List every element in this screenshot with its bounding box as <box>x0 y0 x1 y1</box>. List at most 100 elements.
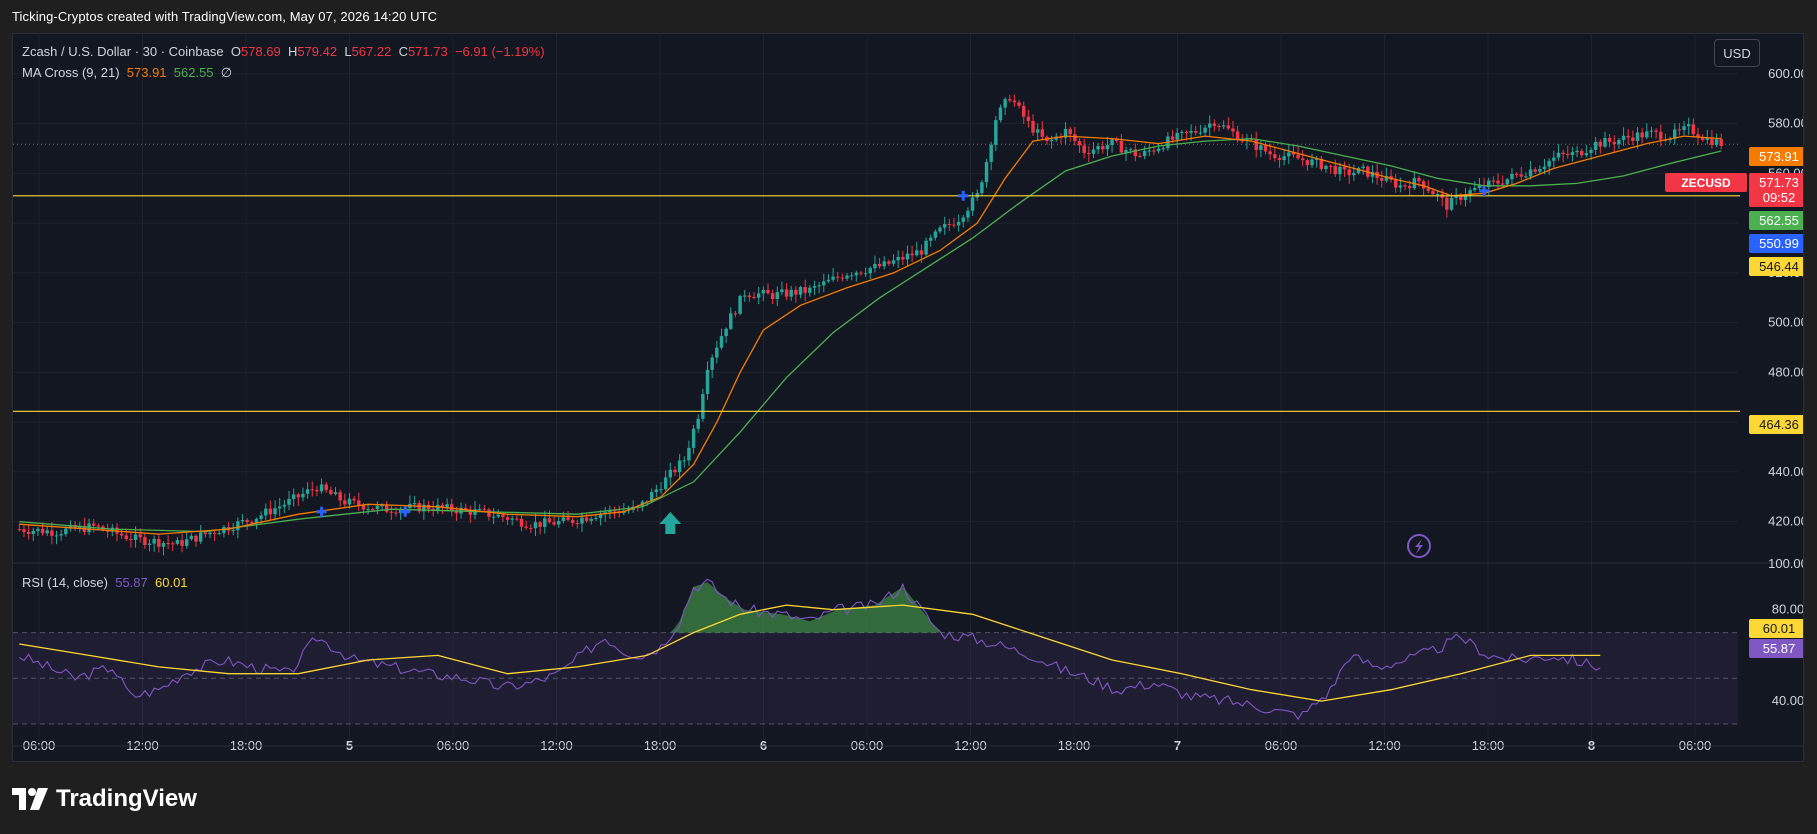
chart-canvas[interactable]: 06:0012:0018:00506:0012:0018:00606:0012:… <box>13 34 1803 761</box>
candle <box>770 293 775 299</box>
candle <box>589 519 593 521</box>
candle <box>185 539 189 546</box>
currency-button[interactable]: USD <box>1714 39 1760 67</box>
candle <box>519 518 524 527</box>
tradingview-logo[interactable]: TradingView <box>12 785 197 813</box>
candle <box>961 217 965 222</box>
candle <box>1593 141 1598 150</box>
candle <box>775 292 779 299</box>
candle <box>1082 145 1086 154</box>
candle <box>696 418 700 429</box>
price-axis-tick: 580.00 <box>1768 116 1803 131</box>
ma-cross-title[interactable]: MA Cross (9, 21) <box>22 65 120 80</box>
candle <box>510 518 514 520</box>
candle <box>273 508 277 515</box>
open-value: 578.69 <box>240 44 281 59</box>
candle <box>291 494 296 499</box>
candle <box>1301 158 1305 161</box>
candle <box>989 144 993 162</box>
candle <box>840 277 845 279</box>
ma-slow-value: 562.55 <box>173 65 214 80</box>
candle <box>119 533 124 536</box>
price-axis-tick: 500.00 <box>1768 315 1803 330</box>
candle <box>891 260 896 264</box>
candle <box>166 543 170 545</box>
candle <box>1538 169 1542 172</box>
candle <box>594 518 598 520</box>
ma-extra-value: ∅ <box>220 65 233 80</box>
candle <box>1040 129 1045 137</box>
candle <box>1431 190 1435 195</box>
candle <box>1580 150 1584 156</box>
chart-frame[interactable]: 06:0012:0018:00506:0012:0018:00606:0012:… <box>12 33 1804 762</box>
candle <box>464 507 468 510</box>
candle <box>1324 165 1328 169</box>
candle <box>78 525 82 529</box>
candle <box>440 504 445 508</box>
candle <box>687 447 691 461</box>
candle <box>1654 130 1658 132</box>
candle <box>1338 166 1342 175</box>
candle <box>1491 180 1496 182</box>
candle <box>1566 153 1570 156</box>
candle <box>138 534 142 538</box>
candle <box>445 504 449 508</box>
symbol-tag-label: ZECUSD <box>1681 176 1731 190</box>
candle <box>1542 166 1547 170</box>
candle <box>254 518 259 524</box>
candle <box>1008 99 1012 101</box>
candle <box>287 498 291 505</box>
price-axis-tick: 600.00 <box>1768 66 1803 81</box>
candle <box>1570 152 1575 156</box>
candle <box>1714 139 1719 145</box>
candle <box>189 535 194 540</box>
candle <box>747 295 752 298</box>
candle <box>1487 180 1491 188</box>
candle <box>1519 174 1523 177</box>
candle <box>952 224 956 226</box>
candle <box>1226 125 1231 129</box>
candle <box>454 510 459 514</box>
candle <box>580 517 584 524</box>
candle <box>1268 151 1272 155</box>
candle <box>1421 181 1426 189</box>
candle <box>1710 137 1714 145</box>
candle <box>984 161 989 183</box>
candle <box>901 256 905 260</box>
candle <box>650 492 654 502</box>
rsi-ma-tag-value: 60.01 <box>1763 621 1796 636</box>
open-label: O <box>230 44 241 59</box>
candle <box>96 525 101 527</box>
candle <box>1612 141 1616 145</box>
candle <box>1347 169 1351 176</box>
symbol-title[interactable]: Zcash / U.S. Dollar · 30 · Coinbase <box>22 44 224 59</box>
candle <box>1459 195 1463 200</box>
candle <box>352 498 356 501</box>
candle <box>1133 149 1138 157</box>
candle <box>1287 152 1291 157</box>
candle <box>942 224 947 228</box>
candle <box>998 107 1003 121</box>
candle <box>1105 145 1110 150</box>
candle <box>1524 176 1528 178</box>
candle <box>761 290 766 294</box>
candle <box>738 295 742 314</box>
candle <box>1528 169 1533 177</box>
candle <box>1263 145 1268 152</box>
candle <box>436 504 440 511</box>
candle <box>1049 139 1054 142</box>
rsi-title[interactable]: RSI (14, close) <box>22 575 108 590</box>
candle <box>1719 139 1723 146</box>
candle <box>724 328 728 337</box>
candle <box>831 276 835 280</box>
candle <box>524 526 528 528</box>
candle <box>1617 139 1621 145</box>
candle <box>1240 140 1244 142</box>
candle <box>1659 131 1663 140</box>
candle <box>1552 157 1556 161</box>
candle <box>264 508 268 516</box>
candle <box>798 287 803 295</box>
candle <box>40 528 45 534</box>
candle <box>1282 156 1286 160</box>
candle <box>1445 197 1449 210</box>
